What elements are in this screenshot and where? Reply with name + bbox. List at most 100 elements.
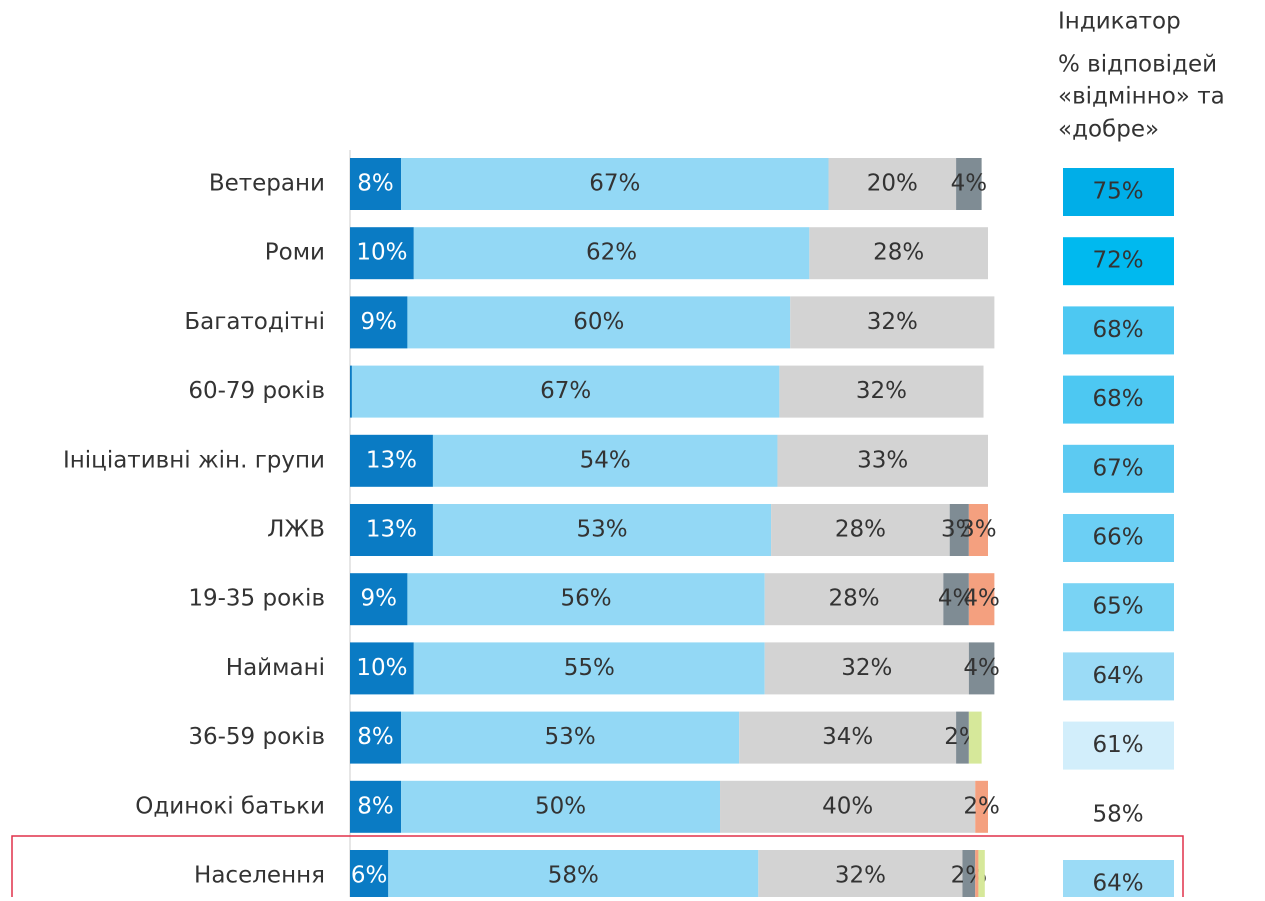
indicator-label: 75% — [1092, 179, 1143, 205]
category-label: Населення — [194, 863, 325, 889]
segment-label: 32% — [841, 655, 892, 681]
bar-segment — [350, 780, 402, 833]
bar-segment — [407, 296, 791, 349]
bar-segment — [764, 573, 944, 626]
bar-segment — [764, 642, 969, 695]
segment-label: 32% — [867, 309, 918, 335]
segment-label: 34% — [822, 724, 873, 750]
indicator-box — [1063, 444, 1174, 493]
segment-label: 53% — [545, 724, 596, 750]
bar-segment — [350, 642, 414, 695]
segment-label: 8% — [357, 724, 394, 750]
indicator-box — [1063, 583, 1174, 632]
segment-label: 62% — [586, 240, 637, 266]
segment-label: 33% — [857, 447, 908, 473]
bar-segment — [720, 780, 976, 833]
bar-segment — [758, 850, 963, 901]
bar-segment — [350, 158, 402, 210]
indicator-box — [1063, 237, 1174, 286]
indicator-box — [1063, 168, 1174, 216]
bar-segment — [968, 711, 982, 764]
segment-label: 53% — [576, 517, 627, 543]
category-label: 36-59 років — [188, 724, 325, 750]
bar-segment — [968, 642, 995, 695]
bar-segment — [350, 227, 414, 280]
bar-segment — [949, 504, 969, 556]
bar-segment — [407, 573, 765, 626]
indicator-box — [1063, 652, 1174, 701]
bar-segment — [350, 573, 408, 626]
indicator-box — [1063, 306, 1174, 355]
bar-segment — [388, 850, 759, 901]
indicator-label: 58% — [1092, 801, 1143, 827]
indicator-box — [1063, 721, 1174, 770]
bar-segment — [975, 780, 988, 833]
category-label: 60-79 років — [188, 378, 325, 404]
bar-segment — [432, 504, 772, 556]
segment-label: 56% — [560, 586, 611, 612]
indicator-label: 61% — [1092, 732, 1143, 758]
segment-label: 4% — [963, 655, 1000, 681]
bar-segment — [401, 711, 740, 764]
segment-label: 50% — [535, 793, 586, 819]
bar-segment — [962, 850, 976, 901]
segment-label: 4% — [951, 171, 988, 197]
bar-segment — [432, 434, 778, 487]
indicator-label: 66% — [1092, 525, 1143, 551]
indicator-label: 68% — [1092, 317, 1143, 343]
bar-segment — [968, 573, 995, 626]
bar-segment — [350, 296, 408, 349]
segment-label: 6% — [351, 863, 388, 889]
segment-label: 28% — [873, 240, 924, 266]
bar-segment — [975, 850, 979, 901]
indicator-box — [1063, 860, 1174, 901]
category-label: Роми — [265, 240, 325, 266]
category-label: Наймані — [226, 655, 325, 681]
bar-segment — [968, 504, 988, 556]
bar-segment — [413, 227, 810, 280]
segment-label: 9% — [360, 586, 397, 612]
indicator-label: 64% — [1092, 663, 1143, 689]
indicator-label: 65% — [1092, 594, 1143, 620]
indicator-label: 72% — [1092, 248, 1143, 274]
segment-label: 58% — [548, 863, 599, 889]
indicator-subtitle: «відмінно» та — [1058, 84, 1225, 110]
category-label: 19-35 років — [188, 586, 325, 612]
bar-segment — [413, 642, 765, 695]
segment-label: 32% — [835, 863, 886, 889]
bar-segment — [777, 434, 988, 487]
category-label: ЛЖВ — [267, 517, 325, 543]
indicator-box — [1063, 375, 1174, 424]
segment-label: 3% — [960, 517, 997, 543]
category-label: Багатодітні — [184, 309, 325, 335]
bar-segment — [350, 850, 389, 901]
highlight-box — [11, 835, 1184, 897]
segment-label: 10% — [356, 655, 407, 681]
segment-label: 54% — [580, 447, 631, 473]
indicator-label: 67% — [1092, 455, 1143, 481]
segment-label: 4% — [963, 586, 1000, 612]
segment-label: 2% — [963, 793, 1000, 819]
segment-label: 8% — [357, 793, 394, 819]
segment-label: 13% — [366, 447, 417, 473]
indicator-subtitle: % відповідей — [1058, 52, 1217, 78]
indicator-label: 64% — [1092, 871, 1143, 897]
indicator-title: Індикатор — [1058, 9, 1181, 35]
segment-label: 28% — [835, 517, 886, 543]
bar-segment — [350, 365, 352, 418]
bar-segment — [943, 573, 969, 626]
indicator-subtitle: «добре» — [1058, 117, 1159, 143]
bar-segment — [828, 158, 957, 210]
bar-segment — [771, 504, 950, 556]
segment-label: 32% — [856, 378, 907, 404]
segment-label: 4% — [938, 586, 975, 612]
category-label: Ветерани — [209, 171, 325, 197]
segment-label: 67% — [540, 378, 591, 404]
segment-label: 10% — [356, 240, 407, 266]
category-label: Одинокі батьки — [135, 793, 325, 819]
bar-segment — [790, 296, 995, 349]
bar-segment — [401, 158, 829, 210]
bar-segment — [956, 711, 969, 764]
indicator-label: 68% — [1092, 386, 1143, 412]
bar-segment — [351, 365, 780, 418]
